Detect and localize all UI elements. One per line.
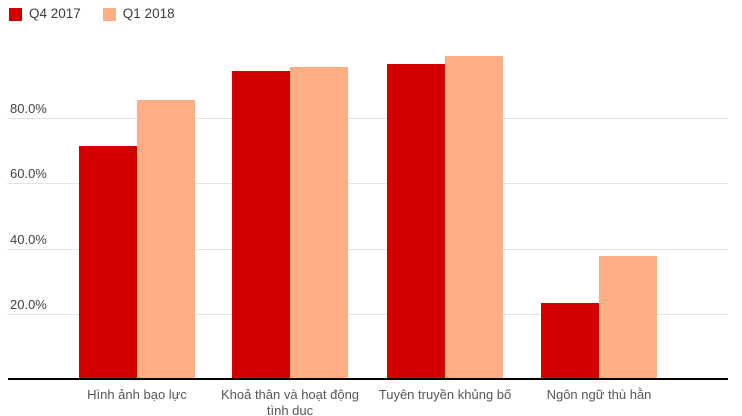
legend-item-q4-2017: Q4 2017 (9, 7, 81, 21)
legend-swatch-q4-2017 (9, 7, 22, 21)
bar-q4-2017 (541, 303, 599, 380)
bar-q4-2017 (232, 71, 290, 380)
legend-label-q4-2017: Q4 2017 (29, 6, 81, 21)
legend-label-q1-2018: Q1 2018 (122, 6, 175, 21)
x-axis-category-label: Ngôn ngữ thù hằn (546, 387, 652, 402)
y-axis-tick-label: 60.0% (10, 166, 47, 182)
bar-q1-2018 (599, 256, 657, 380)
x-axis-line (8, 378, 728, 380)
legend-swatch-q1-2018 (102, 7, 116, 21)
gridline (7, 248, 728, 250)
bar-q4-2017 (387, 63, 445, 380)
bar-q1-2018 (290, 67, 348, 380)
y-axis-tick-label: 20.0% (10, 296, 47, 312)
gridline (7, 183, 728, 185)
bar-q1-2018 (445, 56, 503, 380)
bar-q4-2017 (79, 146, 137, 380)
x-axis-category-label: Khoả thân và hoạt động tình dục (220, 387, 360, 416)
gridline (7, 118, 728, 119)
x-axis-category-label: Hình ảnh bạo lực (87, 387, 187, 402)
bar-q1-2018 (137, 100, 195, 380)
legend-item-q1-2018: Q1 2018 (102, 6, 175, 21)
legend: Q4 2017 Q1 2018 (9, 7, 175, 21)
y-axis-tick-label: 40.0% (10, 231, 47, 247)
x-axis-category-label: Tuyên truyền khủng bố (378, 387, 512, 402)
gridline (7, 313, 728, 315)
y-axis-tick-label: 80.0% (10, 101, 47, 116)
